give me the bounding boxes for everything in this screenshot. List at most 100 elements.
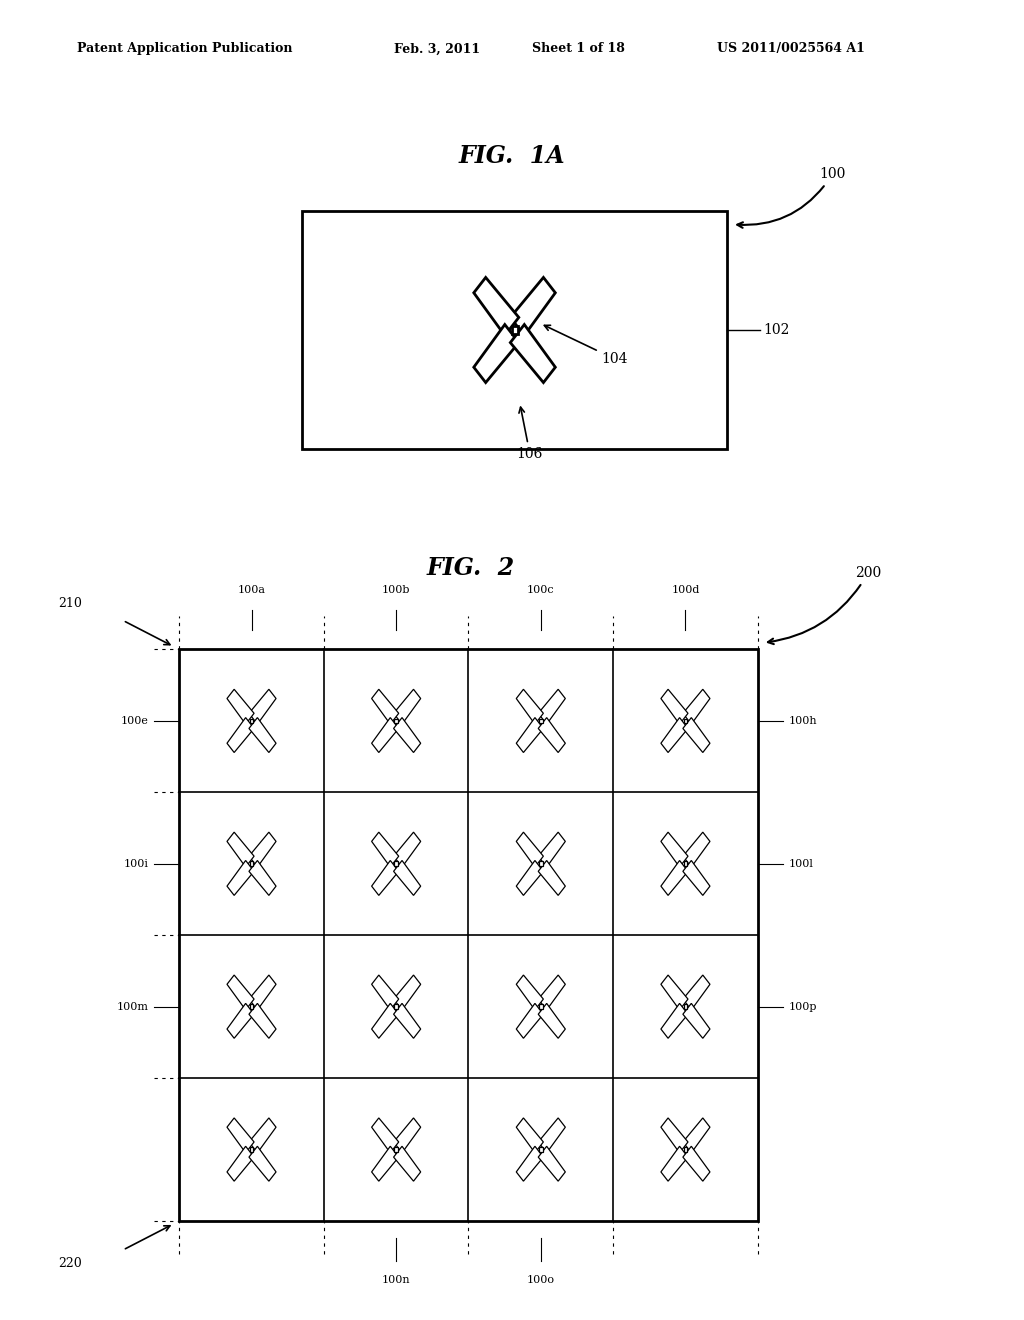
Polygon shape: [227, 689, 254, 725]
Polygon shape: [660, 832, 688, 867]
Bar: [250, 1005, 253, 1008]
Bar: [394, 1147, 398, 1152]
Text: FIG.  2: FIG. 2: [427, 556, 515, 579]
Polygon shape: [539, 1146, 565, 1181]
Polygon shape: [393, 832, 421, 867]
Text: 100i: 100i: [124, 859, 148, 869]
Polygon shape: [683, 975, 710, 1010]
Polygon shape: [683, 832, 710, 867]
Polygon shape: [249, 832, 276, 867]
Polygon shape: [393, 1003, 421, 1039]
Polygon shape: [516, 718, 544, 752]
Polygon shape: [516, 861, 544, 895]
Text: 100m: 100m: [117, 1002, 148, 1011]
Polygon shape: [516, 1118, 544, 1152]
Polygon shape: [227, 1146, 254, 1181]
Polygon shape: [393, 718, 421, 752]
Text: US 2011/0025564 A1: US 2011/0025564 A1: [717, 42, 864, 55]
Polygon shape: [372, 975, 398, 1010]
Polygon shape: [372, 718, 398, 752]
Text: 106: 106: [517, 407, 543, 461]
Polygon shape: [660, 861, 688, 895]
Polygon shape: [516, 832, 544, 867]
Text: 100e: 100e: [121, 715, 148, 726]
Text: 100o: 100o: [526, 1275, 555, 1286]
Polygon shape: [249, 718, 276, 752]
Bar: [179, 649, 758, 1221]
Polygon shape: [539, 832, 565, 867]
Text: 100b: 100b: [382, 585, 411, 595]
Polygon shape: [683, 718, 710, 752]
Polygon shape: [539, 861, 565, 895]
Bar: [302, 211, 727, 449]
Polygon shape: [249, 861, 276, 895]
Bar: [684, 718, 687, 723]
Polygon shape: [227, 718, 254, 752]
Polygon shape: [227, 975, 254, 1010]
Polygon shape: [249, 1118, 276, 1152]
Polygon shape: [393, 975, 421, 1010]
Text: 100a: 100a: [238, 585, 265, 595]
Polygon shape: [660, 689, 688, 725]
Polygon shape: [393, 861, 421, 895]
Polygon shape: [393, 689, 421, 725]
Polygon shape: [372, 1146, 398, 1181]
Polygon shape: [474, 325, 519, 383]
Bar: [539, 862, 543, 866]
Polygon shape: [227, 1118, 254, 1152]
Polygon shape: [227, 861, 254, 895]
Polygon shape: [660, 718, 688, 752]
Text: 100c: 100c: [527, 585, 555, 595]
Polygon shape: [683, 1118, 710, 1152]
Text: FIG.  1A: FIG. 1A: [459, 144, 565, 168]
Polygon shape: [660, 1146, 688, 1181]
Text: 220: 220: [58, 1257, 82, 1270]
Text: 100: 100: [737, 168, 846, 228]
Polygon shape: [683, 1003, 710, 1039]
Text: 100n: 100n: [382, 1275, 411, 1286]
Bar: [250, 1147, 253, 1152]
Polygon shape: [510, 277, 555, 335]
Bar: [250, 862, 253, 866]
Polygon shape: [539, 1003, 565, 1039]
Polygon shape: [660, 1003, 688, 1039]
Bar: [394, 862, 398, 866]
Polygon shape: [249, 689, 276, 725]
Text: 104: 104: [545, 325, 628, 366]
Bar: [394, 1005, 398, 1008]
Polygon shape: [516, 1146, 544, 1181]
Polygon shape: [660, 975, 688, 1010]
Polygon shape: [683, 689, 710, 725]
Polygon shape: [539, 1118, 565, 1152]
Polygon shape: [393, 1146, 421, 1181]
Polygon shape: [683, 1146, 710, 1181]
Polygon shape: [372, 832, 398, 867]
Bar: [684, 1005, 687, 1008]
Polygon shape: [510, 325, 555, 383]
Polygon shape: [539, 975, 565, 1010]
Polygon shape: [227, 832, 254, 867]
Polygon shape: [683, 861, 710, 895]
Text: 102: 102: [763, 323, 790, 337]
Polygon shape: [516, 1003, 544, 1039]
Polygon shape: [372, 861, 398, 895]
Bar: [512, 326, 517, 334]
Polygon shape: [474, 277, 519, 335]
Text: Patent Application Publication: Patent Application Publication: [77, 42, 292, 55]
Bar: [250, 718, 253, 723]
Polygon shape: [249, 1003, 276, 1039]
Polygon shape: [372, 1003, 398, 1039]
Bar: [684, 862, 687, 866]
Text: Sheet 1 of 18: Sheet 1 of 18: [532, 42, 626, 55]
Bar: [684, 1147, 687, 1152]
Text: 100p: 100p: [788, 1002, 817, 1011]
Polygon shape: [516, 689, 544, 725]
Polygon shape: [516, 975, 544, 1010]
Bar: [539, 1005, 543, 1008]
Polygon shape: [227, 1003, 254, 1039]
Bar: [539, 718, 543, 723]
Polygon shape: [249, 975, 276, 1010]
Polygon shape: [539, 689, 565, 725]
Polygon shape: [372, 1118, 398, 1152]
Text: 100l: 100l: [788, 859, 813, 869]
